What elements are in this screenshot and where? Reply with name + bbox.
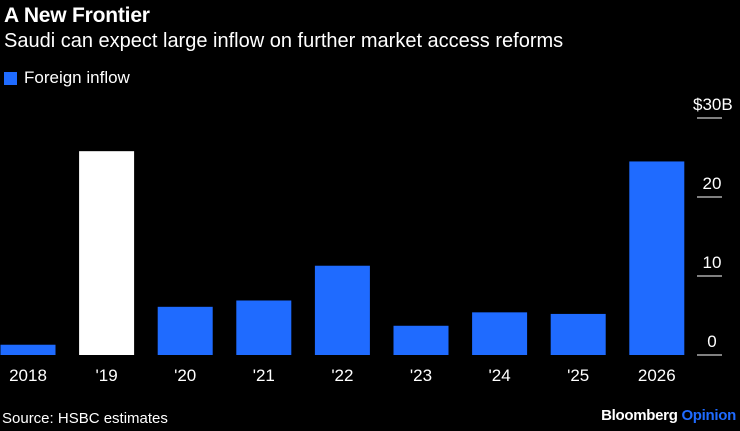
- bar-2018: [0, 344, 56, 355]
- x-tick-label-24: '24: [489, 366, 511, 385]
- bar-19: [79, 151, 135, 355]
- x-tick-label-22: '22: [331, 366, 353, 385]
- x-tick-label-25: '25: [567, 366, 589, 385]
- bar-24: [472, 312, 528, 355]
- bar-21: [236, 300, 292, 355]
- y-tick-label-30: $30B: [693, 95, 733, 114]
- y-tick-label-20: 20: [703, 174, 722, 193]
- brand-logo: Bloomberg Opinion: [601, 407, 736, 424]
- y-tick-label-10: 10: [703, 253, 722, 272]
- x-tick-label-23: '23: [410, 366, 432, 385]
- chart-title: A New Frontier: [4, 4, 150, 27]
- bar-22: [314, 265, 370, 355]
- brand-accent: Opinion: [681, 407, 736, 424]
- source-note: Source: HSBC estimates: [2, 410, 168, 427]
- legend-label: Foreign inflow: [24, 68, 130, 87]
- bar-2026: [629, 161, 685, 355]
- y-tick-label-0: 0: [707, 332, 716, 351]
- chart-subtitle: Saudi can expect large inflow on further…: [4, 30, 564, 52]
- x-tick-label-2026: 2026: [638, 366, 676, 385]
- bar-25: [550, 313, 606, 355]
- brand-main: Bloomberg: [601, 407, 678, 424]
- x-tick-label-19: '19: [96, 366, 118, 385]
- bar-20: [157, 306, 213, 355]
- bar-23: [393, 325, 449, 355]
- legend: Foreign inflow: [4, 68, 130, 88]
- x-tick-label-20: '20: [174, 366, 196, 385]
- x-tick-label-21: '21: [253, 366, 275, 385]
- legend-swatch: [4, 71, 17, 85]
- x-tick-label-2018: 2018: [9, 366, 47, 385]
